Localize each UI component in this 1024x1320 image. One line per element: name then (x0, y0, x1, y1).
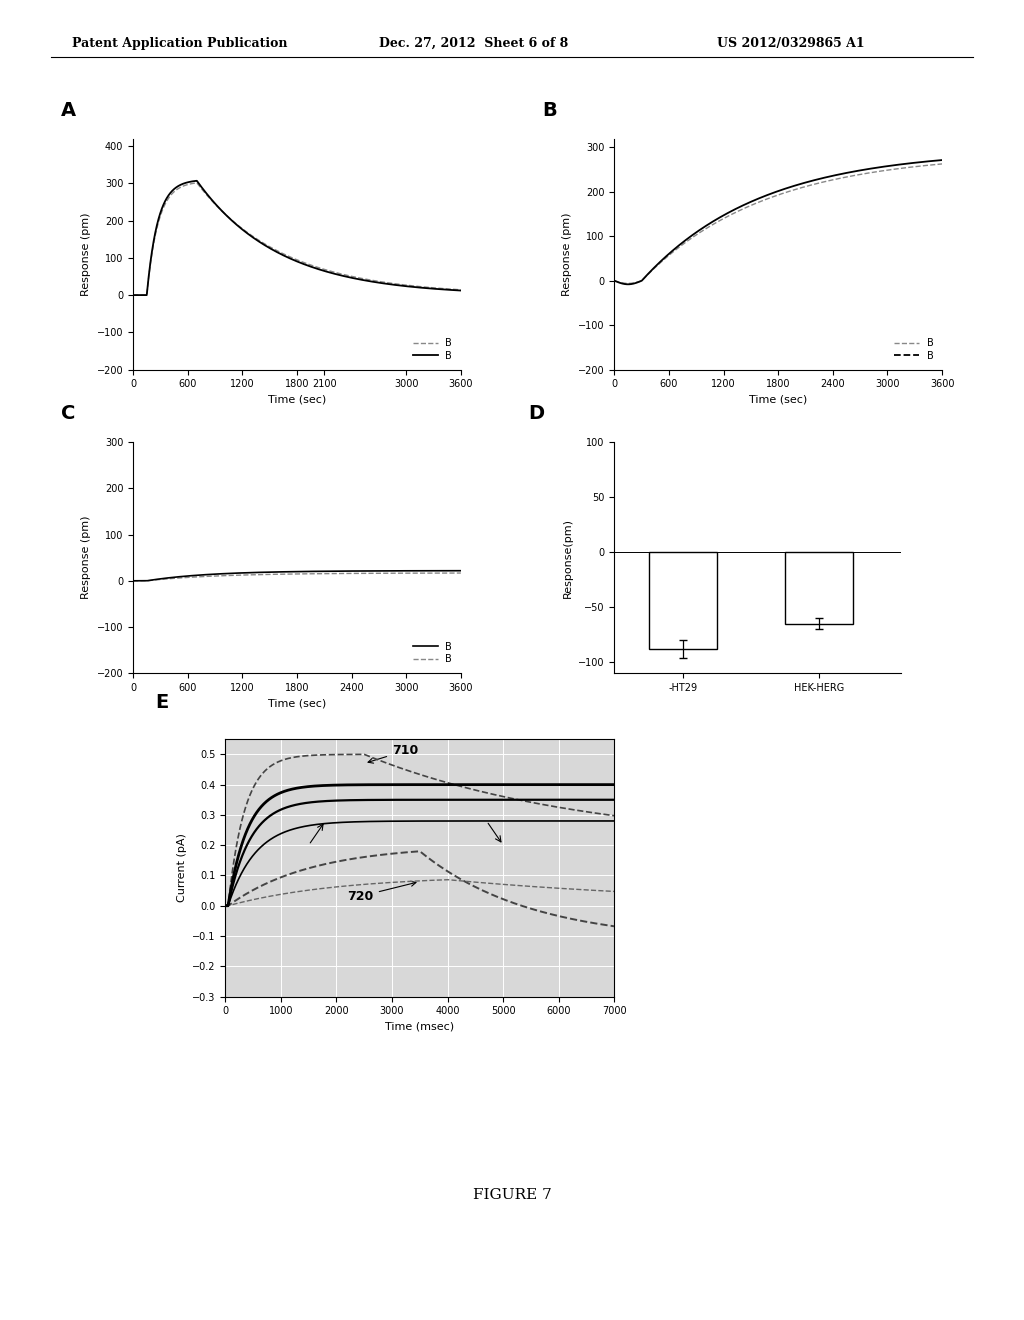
X-axis label: Time (sec): Time (sec) (750, 395, 807, 405)
Text: US 2012/0329865 A1: US 2012/0329865 A1 (717, 37, 864, 50)
X-axis label: Time (msec): Time (msec) (385, 1022, 455, 1032)
Text: C: C (61, 404, 76, 424)
Text: E: E (156, 693, 169, 713)
Y-axis label: Response (pm): Response (pm) (81, 516, 91, 599)
Text: Patent Application Publication: Patent Application Publication (72, 37, 287, 50)
Bar (648, 552, 717, 649)
Y-axis label: Current (pA): Current (pA) (176, 833, 186, 903)
Text: 720: 720 (347, 882, 416, 903)
Legend: B, B: B, B (891, 334, 937, 364)
Legend: B, B: B, B (410, 334, 456, 364)
Y-axis label: Response (pm): Response (pm) (81, 213, 91, 296)
Text: D: D (528, 404, 545, 424)
Text: A: A (61, 100, 76, 120)
Bar (785, 552, 853, 623)
X-axis label: Time (sec): Time (sec) (268, 698, 326, 709)
Text: B: B (543, 100, 557, 120)
Text: Dec. 27, 2012  Sheet 6 of 8: Dec. 27, 2012 Sheet 6 of 8 (379, 37, 568, 50)
X-axis label: Time (sec): Time (sec) (268, 395, 326, 405)
Y-axis label: Response (pm): Response (pm) (562, 213, 572, 296)
Legend: B, B: B, B (410, 638, 456, 668)
Text: FIGURE 7: FIGURE 7 (473, 1188, 551, 1201)
Y-axis label: Response(pm): Response(pm) (562, 517, 572, 598)
Text: 710: 710 (368, 744, 418, 763)
